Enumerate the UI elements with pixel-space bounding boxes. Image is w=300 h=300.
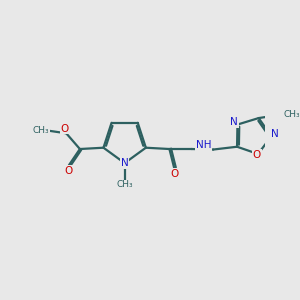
Text: N: N	[230, 117, 238, 127]
Text: O: O	[253, 150, 261, 160]
Text: NH: NH	[196, 140, 212, 150]
Text: O: O	[64, 166, 72, 176]
Text: CH₃: CH₃	[284, 110, 300, 119]
Text: O: O	[170, 169, 178, 179]
Text: CH₃: CH₃	[116, 180, 133, 189]
Text: CH₃: CH₃	[33, 126, 50, 135]
Text: O: O	[61, 124, 69, 134]
Text: N: N	[121, 158, 128, 168]
Text: N: N	[271, 129, 278, 139]
